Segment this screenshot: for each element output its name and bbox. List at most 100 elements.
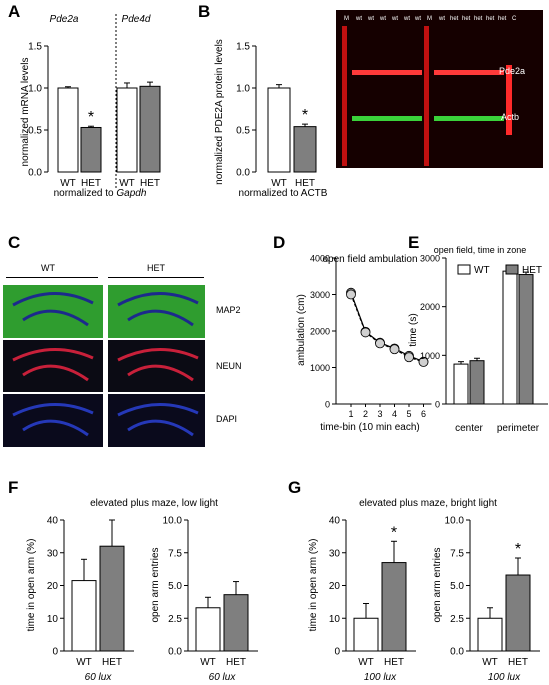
y-tick-label: 5.0 [168,581,182,592]
significance-marker: * [302,107,308,124]
x-axis-label: time-bin (10 min each) [320,422,419,433]
bar [353,617,379,652]
y-axis-label: time in open arm (%) [308,539,319,632]
y-tick-label: 4000 [310,254,330,264]
bar [505,574,531,652]
legend-label: WT [474,265,490,276]
blot-lane-label: wt [380,16,386,22]
histology-divider [6,277,98,278]
legend-swatch [505,264,519,275]
x-tick-label: HET [295,178,315,189]
chart-title: elevated plus maze, low light [90,498,218,509]
condition-label: 100 lux [488,672,521,683]
chart-title: elevated plus maze, bright light [359,498,497,509]
x-tick-label: HET [140,178,160,189]
y-tick-label: 0.0 [236,168,250,179]
blot-lane-label: wt [415,16,421,22]
control-lane [506,65,512,135]
y-tick-label: 2000 [420,302,440,312]
panel-label-g: G [288,478,302,497]
data-point [375,338,385,349]
y-tick-label: 7.5 [450,548,464,559]
y-tick-label: 30 [47,548,59,559]
legend-swatch [457,264,471,275]
y-tick-label: 3000 [420,254,440,264]
panel-label-b: B [198,2,211,21]
x-tick-label: WT [482,657,498,668]
histology-row-label-dapi: DAPI [216,414,238,424]
actb-bands [352,116,504,121]
histology-row-label-map2: MAP2 [216,305,241,315]
gene-label: Pde4d [122,14,151,25]
blot-lane-label: het [462,16,471,22]
significance-marker: * [515,541,521,558]
western-blot-image: M wt wt wt wt wt wt M wt het het het het… [336,10,543,168]
x-tick-label: 6 [421,409,426,419]
condition-label: 60 lux [85,672,113,683]
bar [99,545,125,652]
blot-lane-label: M [344,16,349,22]
bar [381,562,407,652]
legend-label: HET [522,265,542,276]
gene-label: Pde2a [50,14,79,25]
histology-panel: WT HET MAP2 NEUN DAPI [0,250,270,450]
marker-lane [424,26,429,166]
data-point [389,344,400,355]
y-tick-label: 0.5 [28,126,42,137]
bar [71,580,97,652]
bar [116,87,138,173]
y-tick-label: 0.0 [28,168,42,179]
y-tick-label: 10.0 [163,516,183,527]
y-tick-label: 10 [329,614,341,625]
blot-lane-label: wt [356,16,362,22]
bar [477,617,503,652]
y-tick-label: 2.5 [450,614,464,625]
y-tick-label: 5.0 [450,581,464,592]
histology-divider [108,277,204,278]
marker-lane [342,26,347,166]
y-tick-label: 0 [52,647,58,658]
blot-lane-label: wt [368,16,374,22]
y-tick-label: 3000 [310,290,330,300]
bar [453,363,469,405]
bar [518,274,534,405]
data-point [360,327,371,338]
chart-title: open field, time in zone [434,245,527,255]
histology-row-label-neun: NEUN [216,361,242,371]
blot-lane-label: wt [392,16,398,22]
significance-marker: * [391,524,397,541]
x-tick-label: HET [384,657,404,668]
y-tick-label: 10 [47,614,59,625]
data-point [418,357,429,367]
y-tick-label: 7.5 [168,548,182,559]
blot-lane-labels: M wt wt wt wt wt wt M wt het het het het… [336,16,543,26]
blot-lane-label: M [427,16,432,22]
y-tick-label: 0 [435,400,440,410]
y-axis-label: open arm entries [432,547,443,622]
bar [195,607,221,652]
histology-overlay [12,292,199,437]
x-tick-label: HET [81,178,101,189]
panel-label-c: C [8,233,21,252]
x-tick-label: HET [102,657,122,668]
x-tick-label: WT [358,657,374,668]
y-tick-label: 0 [325,400,330,410]
y-tick-label: 2000 [310,327,330,337]
y-axis-label: ambulation (cm) [296,294,307,366]
y-tick-label: 0 [334,647,340,658]
blot-lane-label: wt [439,16,445,22]
significance-marker: * [88,109,94,126]
blot-lane-label: het [450,16,459,22]
y-tick-label: 1.0 [28,84,42,95]
x-tick-label: HET [508,657,528,668]
y-axis-label: normalized mRNA levels [20,58,31,167]
x-tick-label: perimeter [497,423,540,434]
x-tick-label: 1 [348,409,353,419]
x-tick-label: 2 [363,409,368,419]
data-point [404,352,414,363]
x-tick-label: WT [76,657,92,668]
y-tick-label: 1.5 [236,42,250,53]
chart-title: open field ambulation [322,254,417,265]
bar [139,85,161,173]
